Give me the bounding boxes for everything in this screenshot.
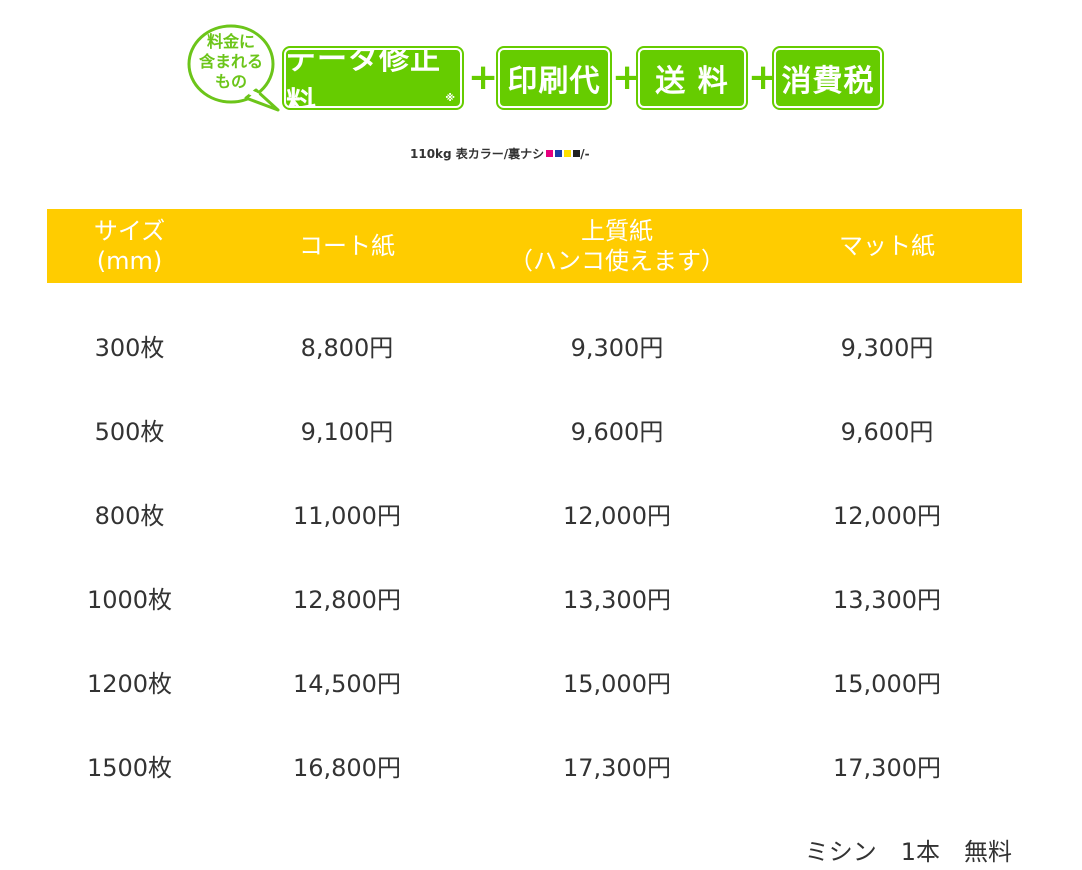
cmyk-magenta-swatch-icon [546,150,554,157]
quantity-cell: 1200枚 [86,669,173,698]
table-row: 1500枚 16,800円 17,300円 17,300円 [47,723,1022,807]
table-header: サイズ (mm) コート紙 上質紙 （ハンコ使えます） マット紙 [47,209,1022,283]
coat-price-cell: 16,800円 [292,753,401,782]
header-size: サイズ (mm) [47,216,212,276]
cmyk-cyan-swatch-icon [555,150,563,157]
quantity-cell: 500枚 [94,417,165,446]
table-row: 300枚 8,800円 9,300円 9,300円 [47,303,1022,387]
plus-icon: + [748,57,779,98]
table-row: 800枚 11,000円 12,000円 12,000円 [47,471,1022,555]
quantity-cell: 1000枚 [86,585,173,614]
coat-price-cell: 14,500円 [292,669,401,698]
header-size-line-1: サイズ [93,217,166,245]
coat-price-cell: 8,800円 [300,333,394,362]
woodfree-price-cell: 15,000円 [562,669,671,698]
woodfree-price-cell: 9,600円 [570,417,664,446]
perforation-note: ミシン 1本 無料 [804,838,1012,866]
bubble-line-3: もの [214,72,247,91]
fee-item-printing: 印刷代 [496,46,612,110]
bubble-line-2: 含まれる [198,52,263,71]
paper-spec-suffix: /- [580,146,590,161]
matte-price-cell: 17,300円 [833,753,941,782]
header-size-line-2: (mm) [96,247,163,275]
fee-item-shipping: 送 料 [636,46,748,110]
fee-item-data-fix: データ修正料 ※ [282,42,464,121]
asterisk-mark: ※ [445,93,456,104]
header-woodfree-line-2: （ハンコ使えます） [508,247,725,275]
paper-spec: 110kg 表カラー/裏ナシ /- [410,145,590,162]
header-woodfree-line-1: 上質紙 [580,217,653,245]
woodfree-price-cell: 13,300円 [562,585,671,614]
cmyk-yellow-swatch-icon [564,150,572,157]
quantity-cell: 1500枚 [86,753,173,782]
fee-item-label: 送 料 [655,64,729,99]
table-body: 300枚 8,800円 9,300円 9,300円 500枚 9,100円 9,… [47,283,1022,807]
woodfree-price-cell: 17,300円 [562,753,671,782]
header-matte-paper: マット紙 [838,232,935,260]
coat-price-cell: 12,800円 [292,585,401,614]
header-woodfree-paper: 上質紙 （ハンコ使えます） [482,216,752,276]
included-fees-banner: 料金に 含まれる もの データ修正料 ※ + 印刷代 + 送 料 + 消費税 [186,24,886,121]
fee-item-label: 印刷代 [507,64,601,99]
fee-item-tax: 消費税 [772,46,884,110]
matte-price-cell: 9,600円 [840,417,934,446]
bubble-text: 料金に 含まれる もの [186,32,276,92]
woodfree-price-cell: 9,300円 [570,333,664,362]
matte-price-cell: 13,300円 [833,585,941,614]
table-row: 1000枚 12,800円 13,300円 13,300円 [47,555,1022,639]
cmyk-black-swatch-icon [573,150,581,157]
speech-bubble: 料金に 含まれる もの [186,24,280,112]
plus-icon: + [612,57,643,98]
coat-price-cell: 9,100円 [300,417,394,446]
matte-price-cell: 9,300円 [840,333,934,362]
paper-spec-text: 110kg 表カラー/裏ナシ [410,147,545,161]
bubble-line-1: 料金に [206,32,255,51]
header-coat-paper: コート紙 [298,232,395,260]
table-row: 500枚 9,100円 9,600円 9,600円 [47,387,1022,471]
woodfree-price-cell: 12,000円 [562,501,671,530]
quantity-cell: 300枚 [94,333,165,362]
speech-bubble-icon [187,24,280,112]
coat-price-cell: 11,000円 [292,501,401,530]
table-row: 1200枚 14,500円 15,000円 15,000円 [47,639,1022,723]
matte-price-cell: 15,000円 [833,669,941,698]
price-table: サイズ (mm) コート紙 上質紙 （ハンコ使えます） マット紙 300枚 8,… [47,209,1022,807]
matte-price-cell: 12,000円 [833,501,941,530]
fee-item-label: データ修正料 [286,42,441,121]
quantity-cell: 800枚 [94,501,165,530]
plus-icon: + [468,57,499,98]
fee-item-label: 消費税 [781,64,875,99]
